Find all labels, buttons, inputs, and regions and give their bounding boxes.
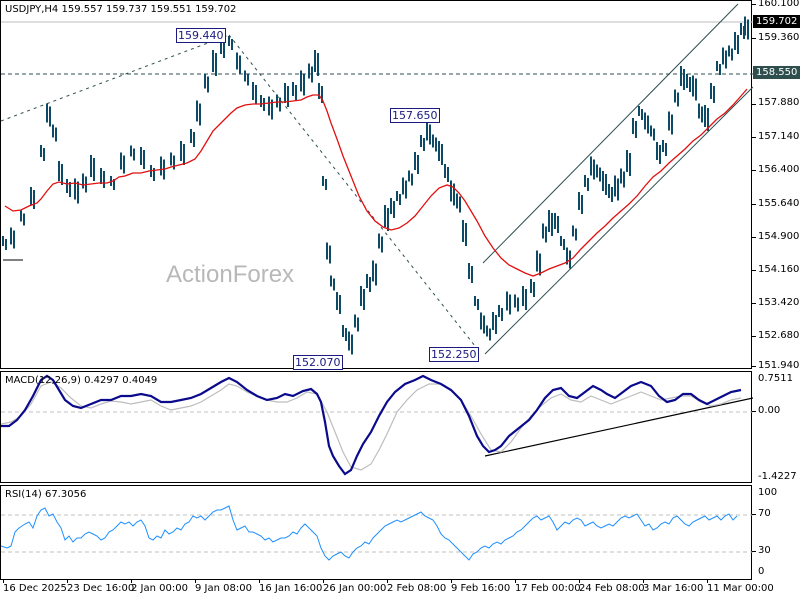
macd-axis-label: 0.7511: [758, 373, 793, 384]
rsi-axis-label: 0: [758, 566, 765, 577]
falling-dashed-trendline[interactable]: [228, 34, 480, 352]
x-tick: [67, 579, 68, 583]
y-tick: [752, 303, 756, 304]
time-axis-label: 16 Jan 16:00: [259, 583, 323, 594]
y-tick: [752, 551, 756, 552]
x-tick: [643, 579, 644, 583]
time-axis-label: 2 Feb 08:00: [387, 583, 447, 594]
time-axis-label: 26 Jan 00:00: [323, 583, 387, 594]
macd-panel[interactable]: MACD(12,26,9) 0.4297 0.4049: [0, 371, 753, 483]
macd-main-line: [1, 374, 742, 476]
y-tick: [752, 104, 756, 105]
macd-trendline[interactable]: [484, 397, 753, 457]
price-axis-label: 155.640: [758, 198, 800, 209]
channel-lower-line[interactable]: [484, 86, 753, 355]
x-tick: [3, 579, 4, 583]
label-high-157650: 157.650: [390, 108, 440, 123]
y-tick: [752, 170, 756, 171]
rsi-line: [1, 505, 738, 561]
price-axis-label: 159.360: [758, 32, 800, 43]
time-axis-label: 3 Mar 16:00: [643, 583, 704, 594]
price-axis-label: 151.940: [758, 360, 800, 371]
price-chart-panel[interactable]: USDJPY,H4 159.557 159.737 159.551 159.70…: [0, 0, 753, 370]
y-tick: [752, 366, 756, 367]
x-tick: [451, 579, 452, 583]
price-axis-label: 157.880: [758, 97, 800, 108]
y-tick: [752, 336, 756, 337]
time-axis-label: 23 Dec 16:00: [67, 583, 135, 594]
price-axis-label: 160.100: [758, 0, 800, 9]
rsi-axis-label: 30: [758, 545, 771, 556]
price-bars: [2, 16, 749, 355]
channel-upper-line[interactable]: [482, 3, 739, 264]
price-chart-svg: [1, 3, 753, 355]
x-tick: [259, 579, 260, 583]
macd-axis-label: 0.00: [758, 405, 781, 416]
rsi-axis-label: 70: [758, 508, 771, 519]
price-axis-label: 156.400: [758, 164, 800, 175]
rsi-svg: [1, 505, 753, 561]
time-axis-label: 24 Feb 08:00: [579, 583, 645, 594]
rsi-panel[interactable]: RSI(14) 67.3056: [0, 485, 753, 580]
y-tick: [752, 4, 756, 5]
chart-title: USDJPY,H4 159.557 159.737 159.551 159.70…: [5, 4, 237, 15]
y-tick: [752, 237, 756, 238]
time-axis-label: 2 Jan 00:00: [131, 583, 188, 594]
y-tick: [752, 270, 756, 271]
x-tick: [131, 579, 132, 583]
time-axis-label: 11 Mar 00:00: [707, 583, 774, 594]
level-price-badge: 158.550: [753, 66, 800, 79]
rsi-axis-label: 100: [758, 487, 778, 498]
x-tick: [195, 579, 196, 583]
x-tick: [515, 579, 516, 583]
macd-signal-line: [1, 381, 742, 471]
price-axis-label: 153.420: [758, 297, 800, 308]
x-tick: [387, 579, 388, 583]
label-low-152250: 152.250: [429, 347, 479, 362]
rsi-title: RSI(14) 67.3056: [5, 489, 87, 500]
macd-svg: [1, 374, 753, 476]
price-axis-label: 152.680: [758, 330, 800, 341]
y-tick: [752, 38, 756, 39]
y-tick: [752, 204, 756, 205]
price-axis-label: 154.900: [758, 231, 800, 242]
macd-axis-label: -1.4227: [758, 471, 797, 482]
time-axis-label: 9 Jan 08:00: [195, 583, 252, 594]
time-axis-label: 17 Feb 00:00: [515, 583, 581, 594]
price-axis-label: 154.160: [758, 264, 800, 275]
y-tick: [752, 137, 756, 138]
macd-title: MACD(12,26,9) 0.4297 0.4049: [5, 375, 158, 386]
y-tick: [752, 514, 756, 515]
current-price-badge: 159.702: [753, 15, 800, 28]
label-low-152070: 152.070: [293, 355, 343, 370]
y-tick: [752, 411, 756, 412]
x-tick: [323, 579, 324, 583]
x-tick: [707, 579, 708, 583]
watermark: ActionForex: [166, 261, 295, 288]
time-axis-label: 9 Feb 16:00: [451, 583, 511, 594]
price-axis-label: 157.140: [758, 131, 800, 142]
time-axis-label: 16 Dec 2025: [3, 583, 67, 594]
label-high-159440: 159.440: [176, 28, 226, 43]
moving-average-line: [4, 88, 748, 277]
rising-dashed-trendline[interactable]: [1, 34, 230, 122]
x-tick: [579, 579, 580, 583]
